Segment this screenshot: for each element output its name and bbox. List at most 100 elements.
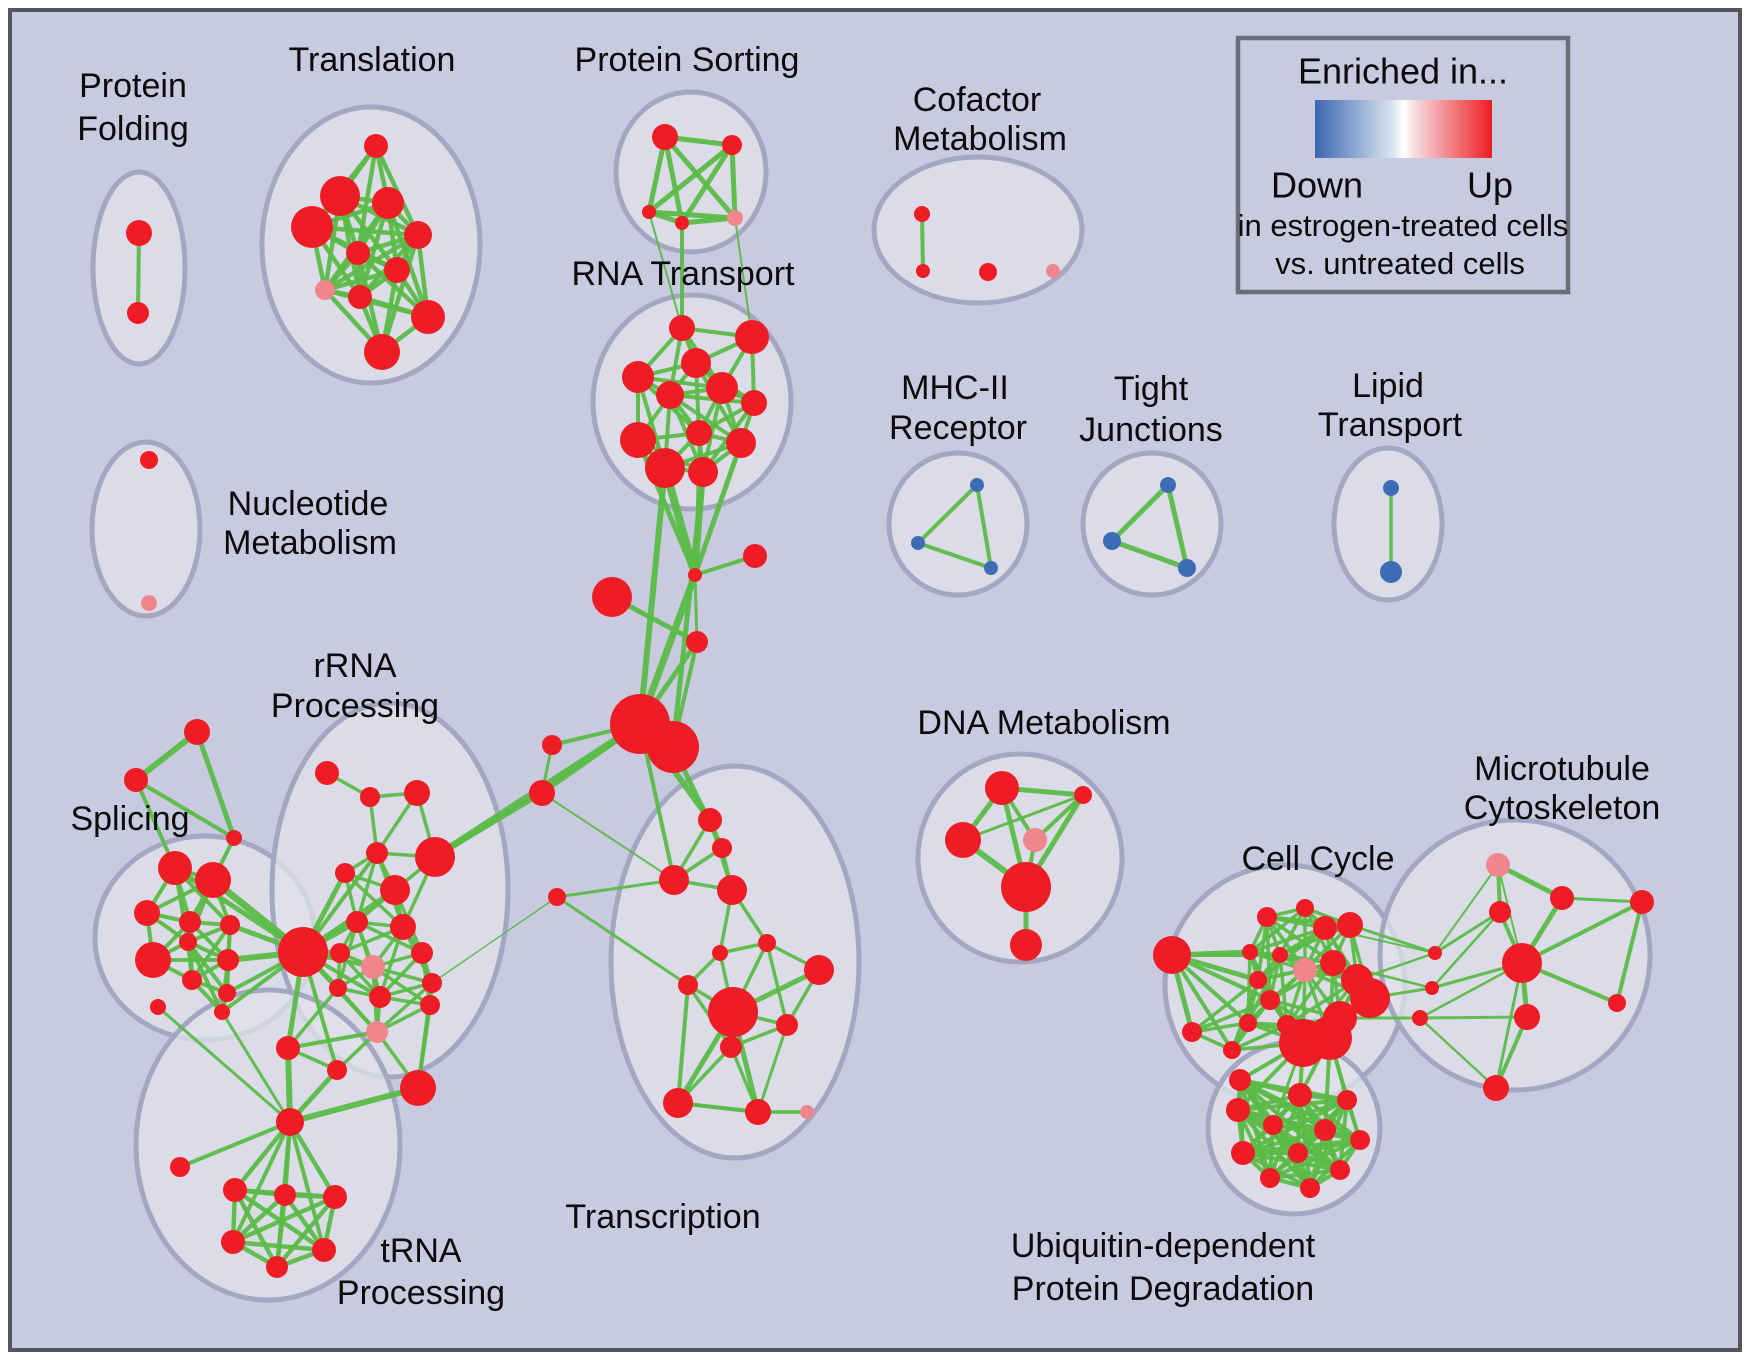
network-edge: [1230, 1023, 1289, 1052]
network-node-ub6: [1314, 1119, 1336, 1141]
network-edge: [287, 1085, 421, 1125]
cluster-label: Nucleotide: [228, 485, 389, 523]
network-edge: [729, 142, 738, 221]
network-node-dm4: [1023, 828, 1047, 852]
network-edge: [1241, 1151, 1342, 1172]
network-node-cc6: [1272, 947, 1288, 963]
network-node-rt3: [681, 348, 711, 378]
network-node-q1: [184, 719, 210, 745]
network-node-mt6: [1483, 1075, 1509, 1101]
network-node-ub10: [1330, 1160, 1350, 1180]
network-node-cc9: [1249, 971, 1267, 989]
legend-down-label: Down: [1271, 165, 1363, 206]
cluster-label: Protein Sorting: [575, 41, 800, 79]
network-edge: [916, 541, 993, 570]
legend-box: [1235, 35, 1571, 295]
network-node-sphub: [278, 927, 328, 977]
cluster-label: Metabolism: [223, 524, 397, 562]
network-edge: [734, 217, 753, 338]
network-edge: [1109, 482, 1171, 544]
network-node-rr16: [366, 1021, 388, 1043]
network-node-k2: [712, 945, 728, 961]
network-node-rr15: [329, 979, 347, 997]
network-node-cc3: [1313, 916, 1337, 940]
network-node-cc7: [1293, 958, 1317, 982]
network-node-k5: [708, 987, 758, 1037]
network-node-sp9: [182, 970, 202, 990]
network-node-rr8: [346, 911, 368, 933]
network-node-cc4: [1337, 912, 1363, 938]
network-node-rr20: [327, 1060, 347, 1080]
network-node-tl5: [404, 221, 432, 249]
network-edge: [1418, 1015, 1529, 1020]
legend-subtitle-line1: in estrogen-treated cells: [1238, 208, 1569, 243]
cluster-label: Microtubule: [1474, 750, 1650, 788]
cluster-ellipse-tight-junctions: [1080, 450, 1224, 598]
network-node-tl10: [411, 300, 445, 334]
network-node-mt5: [1630, 890, 1654, 914]
network-node-cc17: [1182, 1022, 1202, 1042]
network-node-rr13: [422, 973, 442, 993]
network-node-mt1: [1550, 886, 1574, 910]
network-edge: [1494, 961, 1524, 1090]
cluster-ellipse-cofactor-metabolism: [871, 154, 1085, 306]
network-edge: [136, 231, 141, 315]
network-edge: [194, 729, 237, 841]
network-node-cc10: [1260, 990, 1280, 1010]
network-node-tn4: [323, 1185, 347, 1209]
network-node-sp6: [179, 933, 197, 951]
network-node-rr1: [315, 761, 339, 785]
network-edge: [288, 1120, 326, 1252]
network-node-rr6: [380, 875, 410, 905]
network-node-mt2: [1489, 901, 1511, 923]
network-node-b2: [1425, 981, 1439, 995]
network-edge: [232, 1187, 280, 1270]
network-node-rt8: [686, 420, 712, 446]
network-node-rt1: [669, 315, 695, 341]
cluster-label: MHC-II: [901, 369, 1009, 407]
network-edge: [1248, 926, 1327, 954]
network-node-sp3: [134, 900, 160, 926]
cluster-label: Tight: [1114, 370, 1189, 408]
network-edge: [1615, 900, 1644, 1005]
network-node-rr17: [420, 995, 440, 1015]
network-edge: [231, 1120, 292, 1244]
network-node-cc8: [1320, 950, 1346, 976]
network-node-ub4: [1226, 1098, 1250, 1122]
network-node-ub9: [1288, 1143, 1308, 1163]
network-node-k4: [804, 955, 834, 985]
network-node-rt12: [688, 457, 718, 487]
cluster-label: Transcription: [565, 1198, 760, 1236]
cluster-label: Processing: [337, 1274, 505, 1312]
network-node-rr2: [360, 787, 380, 807]
network-node-ub2: [1288, 1083, 1312, 1107]
network-node-k1: [758, 934, 776, 952]
network-node-sp11: [214, 1004, 230, 1020]
network-node-pf1: [126, 220, 152, 246]
network-node-sp1: [158, 851, 192, 885]
network-node-k3: [678, 975, 698, 995]
network-node-nm1: [140, 451, 158, 469]
network-node-tc2: [659, 865, 689, 895]
network-edge: [1296, 1138, 1362, 1155]
network-node-rr9: [390, 914, 416, 940]
network-edge: [679, 215, 738, 226]
network-edge: [1236, 1098, 1349, 1112]
network-edge: [646, 142, 735, 215]
network-edge: [555, 895, 690, 987]
network-node-m4: [743, 544, 767, 568]
cluster-label: Processing: [271, 687, 439, 725]
network-node-tl6: [346, 241, 370, 265]
network-node-ub1: [1229, 1069, 1251, 1091]
network-edge: [1418, 1016, 1498, 1090]
network-node-lp1: [1383, 480, 1399, 496]
network-edge: [1248, 906, 1307, 954]
cluster-label: Folding: [77, 110, 189, 148]
network-edge: [756, 1023, 789, 1114]
network-node-rr10: [361, 955, 385, 979]
network-edge: [920, 212, 925, 273]
network-node-cf2: [916, 264, 930, 278]
legend-up-label: Up: [1467, 165, 1513, 206]
network-node-ub8: [1231, 1141, 1255, 1165]
cluster-label: Receptor: [889, 409, 1027, 447]
